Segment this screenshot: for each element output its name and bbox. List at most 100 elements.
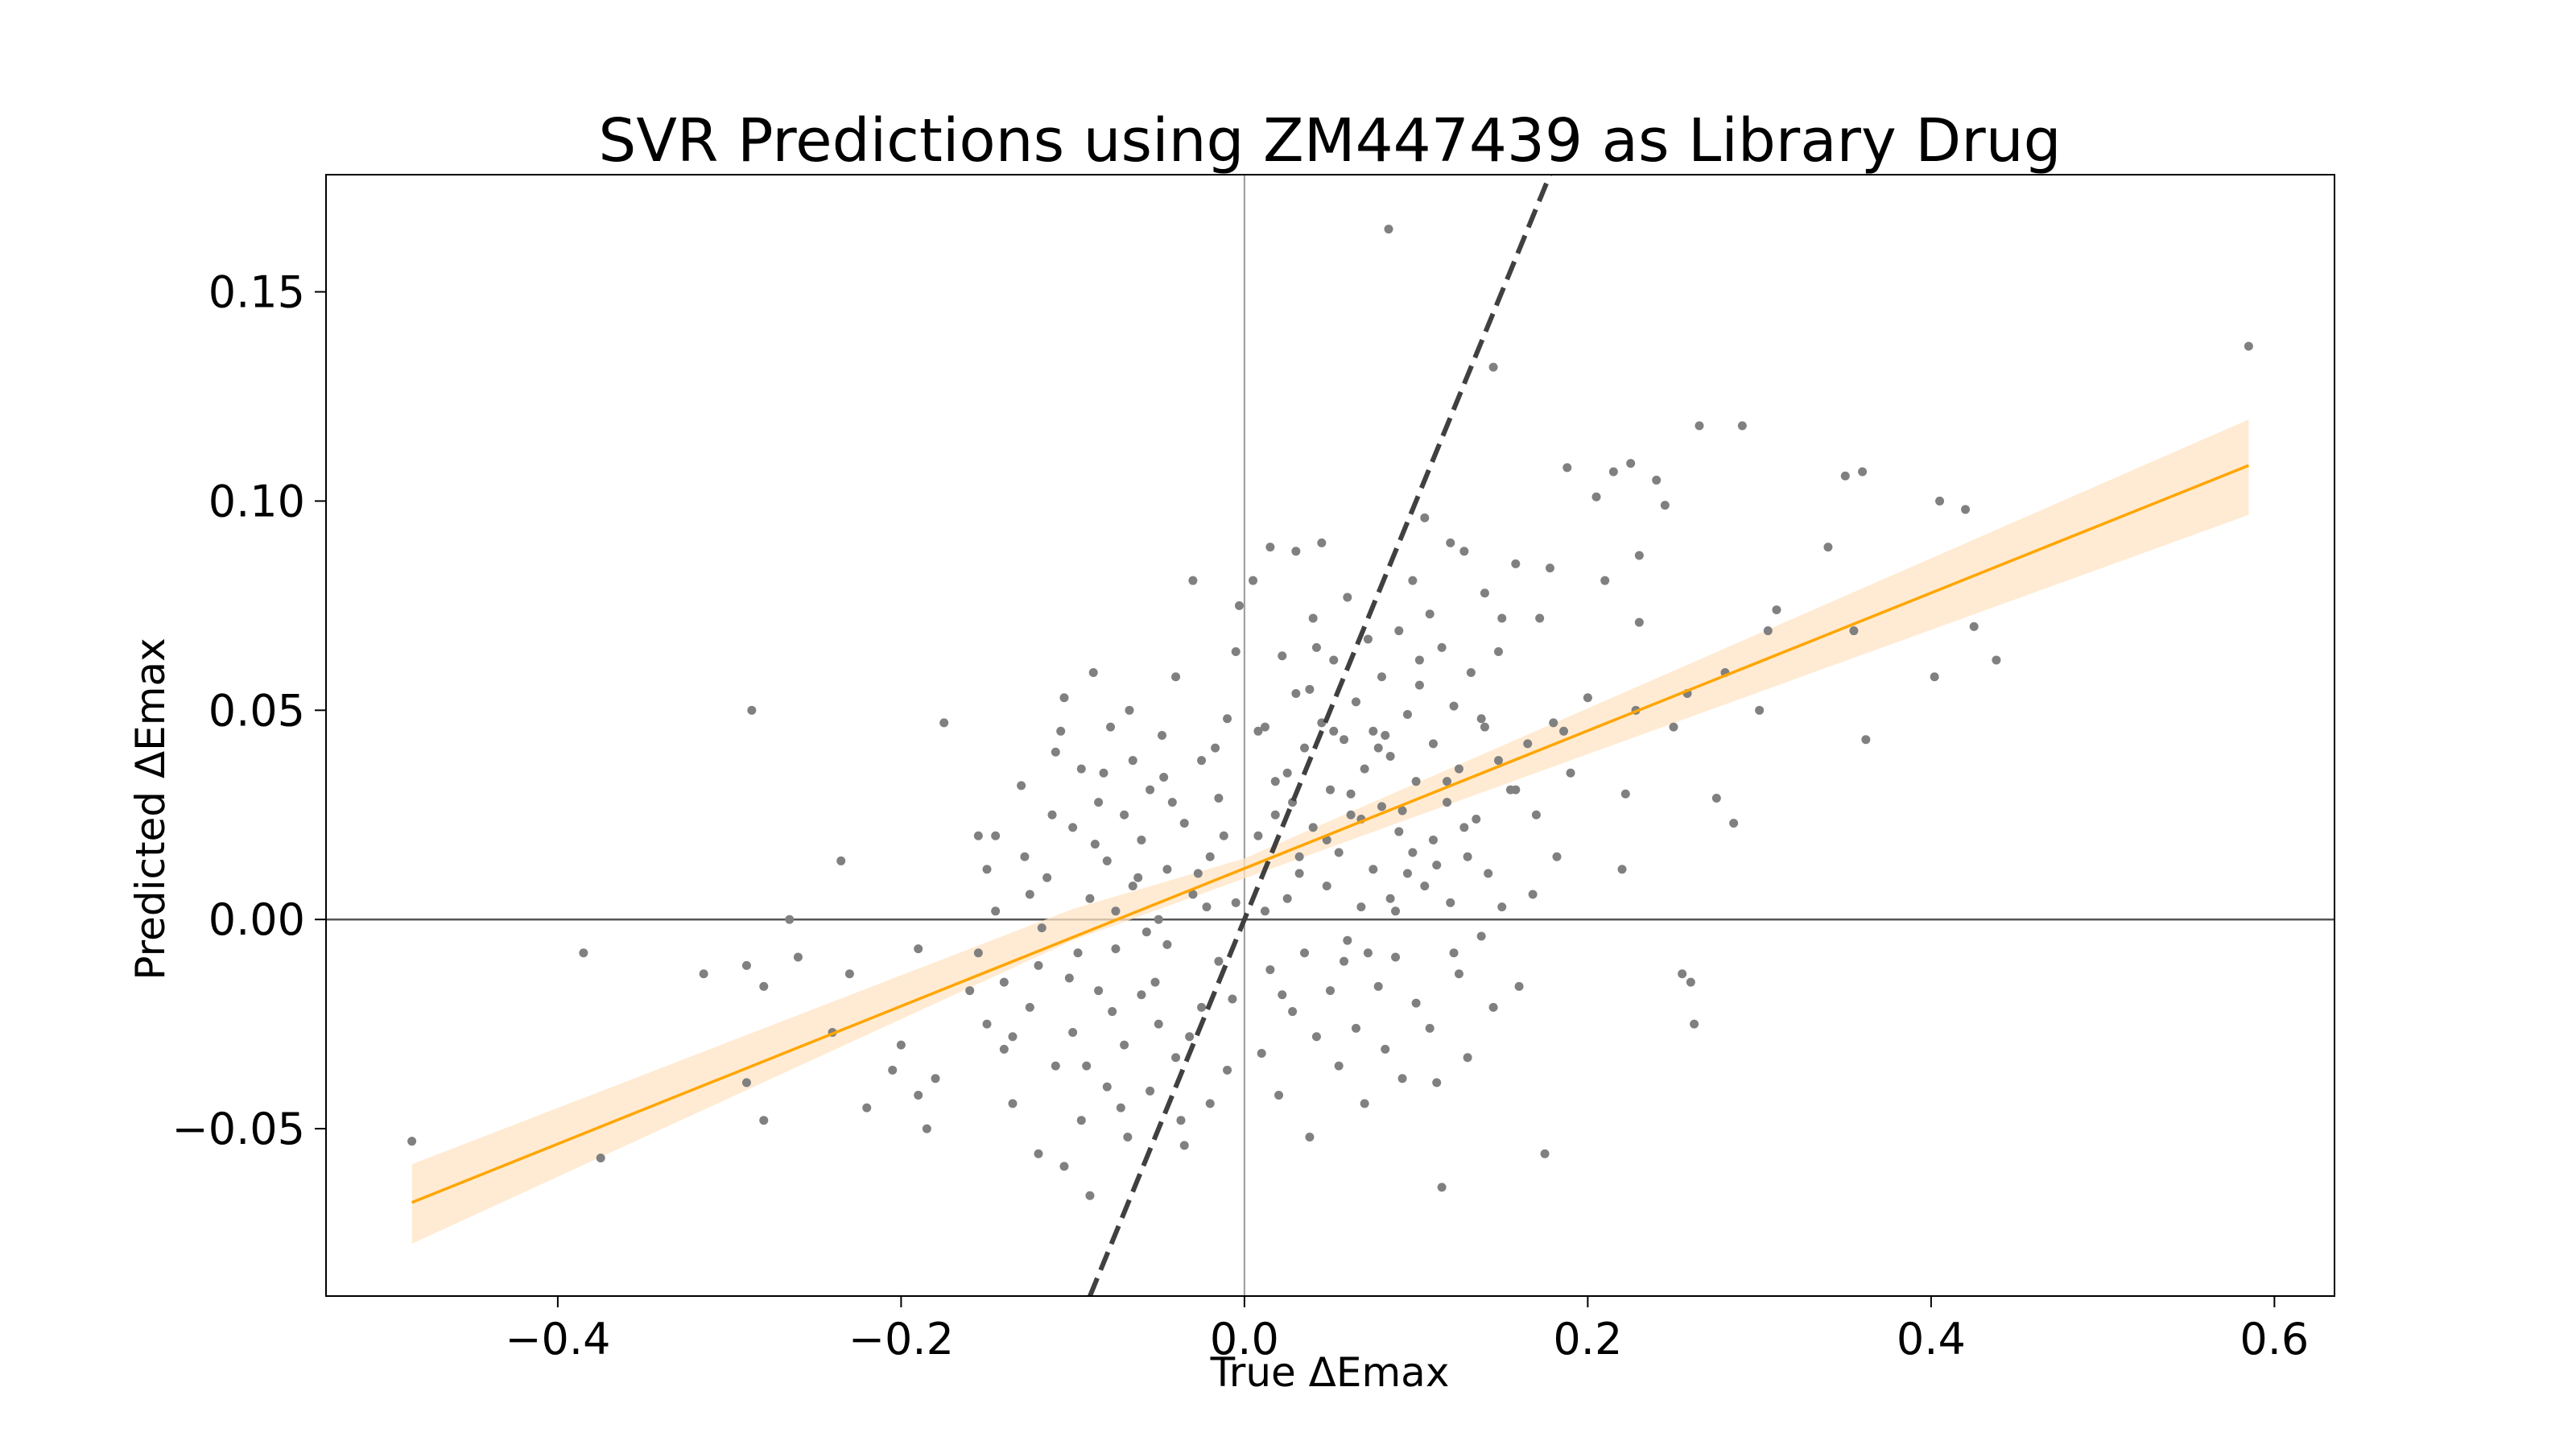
scatter-point: [759, 1116, 769, 1125]
scatter-point: [1185, 1032, 1195, 1042]
scatter-point: [1961, 505, 1971, 514]
scatter-point: [1488, 362, 1498, 372]
scatter-point: [1397, 1074, 1407, 1084]
scatter-point: [1763, 626, 1773, 636]
scatter-point: [793, 952, 803, 962]
scatter-point: [1343, 592, 1352, 602]
scatter-point: [1308, 823, 1318, 832]
scatter-point: [1300, 948, 1310, 958]
scatter-point: [1373, 981, 1383, 991]
scatter-point: [1329, 726, 1339, 736]
scatter-point: [1408, 576, 1418, 585]
scatter-point: [931, 1074, 940, 1084]
scatter-point: [1291, 689, 1301, 699]
scatter-point: [1755, 705, 1765, 715]
scatter-point: [1311, 642, 1321, 652]
scatter-point: [991, 906, 1001, 916]
scatter-point: [1197, 1002, 1207, 1012]
scatter-point: [1552, 852, 1562, 861]
scatter-point: [1099, 768, 1108, 778]
scatter-point: [1466, 668, 1476, 678]
scatter-point: [1017, 781, 1026, 791]
scatter-point: [1334, 1061, 1344, 1071]
scatter-point: [1425, 609, 1435, 619]
scatter-point: [1480, 588, 1489, 598]
scatter-point: [914, 1091, 923, 1100]
scatter-point: [1278, 651, 1287, 661]
scatter-point: [1772, 605, 1781, 615]
scatter-point: [1849, 626, 1859, 636]
scatter-point: [1305, 684, 1315, 694]
scatter-point: [579, 948, 588, 958]
scatter-point: [1047, 810, 1057, 819]
scatter-point: [1116, 1103, 1125, 1113]
scatter-point: [1322, 881, 1331, 891]
scatter-point: [1497, 902, 1507, 912]
scatter-point: [596, 1153, 605, 1162]
scatter-point: [1459, 823, 1469, 832]
scatter-point: [1446, 538, 1455, 547]
scatter-point: [1459, 547, 1469, 556]
scatter-point: [1559, 726, 1569, 736]
scatter-point: [1076, 764, 1086, 774]
plot-clipped-group: [326, 175, 2334, 1296]
scatter-point: [1020, 852, 1030, 861]
scatter-point: [1088, 668, 1098, 678]
scatter-point: [1373, 743, 1383, 753]
scatter-point: [1678, 969, 1687, 979]
scatter-point: [1125, 705, 1134, 715]
scatter-point: [922, 1124, 931, 1133]
scatter-point: [1133, 873, 1143, 882]
scatter-point: [1420, 881, 1430, 891]
scatter-point: [1171, 1053, 1181, 1063]
scatter-point: [939, 718, 949, 728]
scatter-point: [1356, 902, 1366, 912]
scatter-point: [1414, 680, 1424, 690]
scatter-point: [1528, 890, 1538, 899]
scatter-point: [1176, 1116, 1186, 1125]
scatter-point: [1282, 768, 1292, 778]
scatter-point: [1042, 873, 1052, 882]
scatter-point: [1531, 810, 1541, 819]
scatter-point: [1326, 785, 1335, 795]
scatter-point: [1608, 467, 1618, 477]
scatter-point: [1669, 722, 1678, 732]
scatter-point: [1076, 1116, 1086, 1125]
scatter-point: [1493, 647, 1503, 657]
scatter-point: [747, 705, 757, 715]
scatter-point: [1068, 823, 1078, 832]
scatter-point: [1454, 969, 1463, 979]
scatter-point: [1008, 1032, 1018, 1042]
scatter-point: [1111, 944, 1121, 954]
scatter-point: [1394, 827, 1404, 836]
scatter-point: [1294, 869, 1304, 878]
scatter-point: [1428, 739, 1438, 749]
scatter-point: [1432, 1078, 1442, 1088]
scatter-point: [1346, 789, 1356, 799]
scatter-point: [1511, 559, 1521, 568]
scatter-point: [1265, 965, 1275, 975]
scatter-point: [1363, 634, 1373, 644]
scatter-point: [1274, 1091, 1284, 1100]
scatter-point: [1260, 722, 1269, 732]
scatter-point: [1484, 869, 1493, 878]
scatter-point: [1511, 785, 1521, 795]
scatter-point: [1411, 777, 1421, 786]
scatter-point: [1270, 810, 1280, 819]
scatter-point: [1308, 613, 1318, 623]
scatter-point: [1329, 655, 1339, 665]
scatter-point: [741, 960, 751, 970]
y-axis-label: Predicted ΔEmax: [127, 638, 174, 980]
scatter-point: [1211, 743, 1220, 753]
scatter-point: [1420, 513, 1430, 522]
scatter-point: [1394, 626, 1404, 636]
scatter-point: [1214, 793, 1224, 803]
scatter-point: [1260, 906, 1269, 916]
scatter-point: [1823, 543, 1833, 552]
scatter-point: [1094, 986, 1104, 996]
scatter-point: [1171, 672, 1181, 682]
scatter-point: [1493, 756, 1503, 766]
scatter-point: [1858, 467, 1868, 477]
scatter-point: [1231, 647, 1241, 657]
